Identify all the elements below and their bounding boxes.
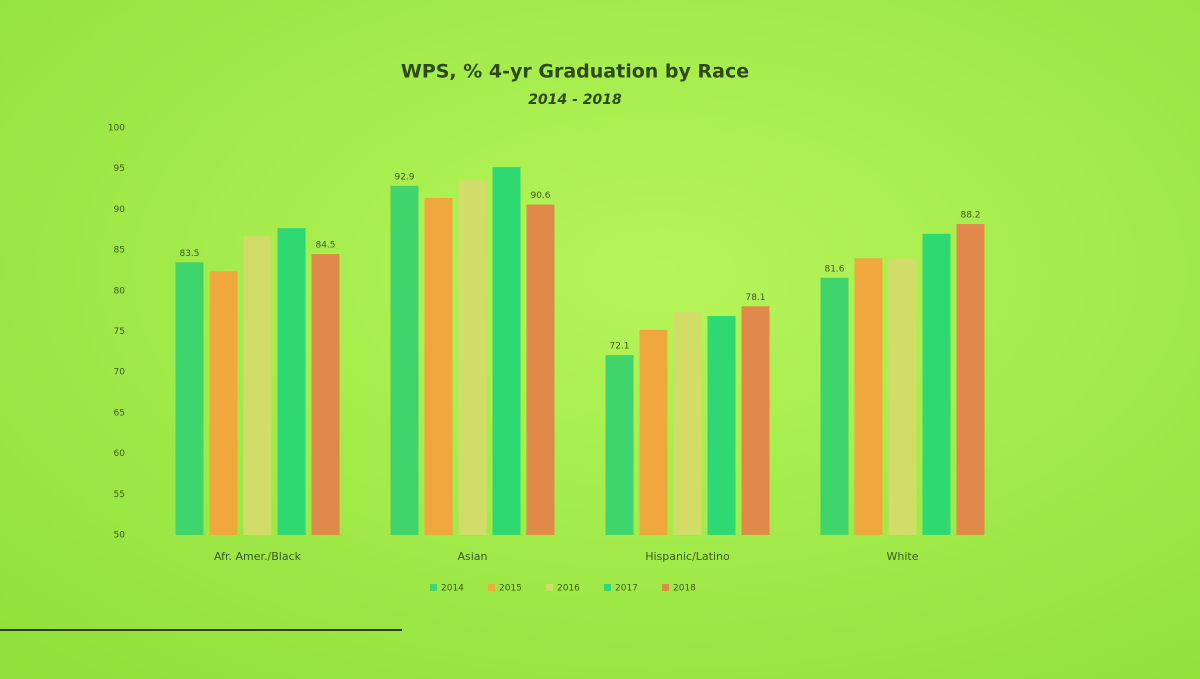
legend-swatch <box>430 584 437 591</box>
x-tick-label: Afr. Amer./Black <box>214 550 302 563</box>
y-tick-label: 100 <box>108 124 125 134</box>
bar <box>639 329 668 535</box>
bar <box>605 355 634 535</box>
bar <box>922 233 951 535</box>
value-label: 83.5 <box>179 249 199 259</box>
y-tick-label: 60 <box>114 449 126 459</box>
bar <box>956 224 985 535</box>
bar <box>741 306 770 535</box>
bar <box>277 228 306 535</box>
legend-swatch <box>488 584 495 591</box>
value-label: 84.5 <box>315 241 335 251</box>
chart-title: WPS, % 4-yr Graduation by Race <box>401 61 749 83</box>
bar <box>492 167 521 535</box>
legend-label: 2015 <box>499 584 522 594</box>
value-label: 78.1 <box>745 293 765 303</box>
y-tick-label: 80 <box>114 286 126 296</box>
legend-swatch <box>604 584 611 591</box>
legend-label: 2016 <box>557 584 580 594</box>
legend-label: 2017 <box>615 584 638 594</box>
value-label: 72.1 <box>609 342 629 352</box>
legend-label: 2018 <box>673 584 696 594</box>
bar <box>526 204 555 536</box>
bar <box>458 180 487 535</box>
value-label: 90.6 <box>530 191 550 201</box>
y-tick-label: 75 <box>114 327 125 337</box>
legend-swatch <box>662 584 669 591</box>
value-label: 81.6 <box>824 264 844 274</box>
bar <box>243 236 272 535</box>
bar <box>820 277 849 535</box>
y-tick-label: 95 <box>114 164 125 174</box>
y-tick-label: 50 <box>114 531 126 541</box>
legend-swatch <box>546 584 553 591</box>
bar <box>209 271 238 535</box>
legend-label: 2014 <box>441 584 464 594</box>
bar <box>707 316 736 535</box>
x-tick-label: White <box>887 550 919 563</box>
y-tick-label: 70 <box>114 368 126 378</box>
bar <box>390 185 419 535</box>
bar <box>854 258 883 535</box>
y-tick-label: 65 <box>114 408 125 418</box>
x-tick-label: Hispanic/Latino <box>645 550 730 563</box>
bar <box>424 198 453 535</box>
value-label: 92.9 <box>394 172 414 182</box>
bar <box>175 262 204 535</box>
value-label: 88.2 <box>960 211 980 221</box>
x-tick-label: Asian <box>457 550 487 563</box>
bar <box>311 254 340 536</box>
bar <box>888 258 917 535</box>
bar <box>673 311 702 535</box>
y-tick-label: 85 <box>114 246 125 256</box>
y-tick-label: 55 <box>114 490 125 500</box>
y-tick-label: 90 <box>114 205 126 215</box>
chart-subtitle: 2014 - 2018 <box>528 92 622 108</box>
